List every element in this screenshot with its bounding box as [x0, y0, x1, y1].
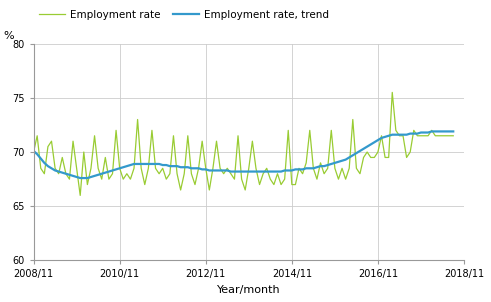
Employment rate — [77, 194, 83, 197]
Employment rate — [389, 91, 395, 94]
Employment rate, trend — [450, 130, 456, 133]
Employment rate, trend — [81, 176, 87, 180]
Legend: Employment rate, Employment rate, trend: Employment rate, Employment rate, trend — [39, 10, 329, 20]
Employment rate — [357, 172, 363, 175]
Employment rate, trend — [429, 130, 435, 133]
Text: %: % — [3, 31, 14, 41]
Employment rate — [364, 150, 370, 154]
Employment rate — [450, 134, 456, 138]
Employment rate, trend — [120, 165, 126, 169]
Employment rate — [30, 150, 36, 154]
Employment rate — [178, 188, 184, 192]
Employment rate, trend — [364, 145, 370, 148]
Employment rate, trend — [357, 149, 363, 153]
Line: Employment rate, trend: Employment rate, trend — [33, 131, 453, 178]
X-axis label: Year/month: Year/month — [217, 285, 280, 295]
Employment rate — [81, 150, 87, 154]
Employment rate, trend — [30, 149, 36, 153]
Employment rate — [120, 177, 126, 181]
Employment rate, trend — [77, 176, 83, 180]
Employment rate — [325, 166, 330, 170]
Employment rate, trend — [178, 165, 184, 169]
Employment rate, trend — [325, 163, 330, 167]
Line: Employment rate: Employment rate — [33, 92, 453, 195]
